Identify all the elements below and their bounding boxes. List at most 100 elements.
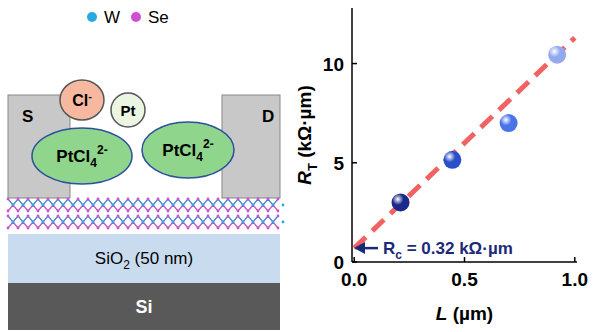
w-atom <box>182 204 185 207</box>
se-atom <box>187 210 190 213</box>
ion-label: Pt <box>121 102 136 119</box>
se-atom <box>107 227 110 230</box>
se-atom <box>137 210 140 213</box>
w-atom <box>282 204 285 207</box>
w-atom <box>52 221 55 224</box>
w-atom <box>202 221 205 224</box>
w-atom <box>102 204 105 207</box>
se-atom <box>257 227 260 230</box>
se-atom <box>267 210 270 213</box>
se-atom <box>47 210 50 213</box>
se-atom <box>207 227 210 230</box>
se-atom <box>187 198 190 201</box>
w-atom <box>232 204 235 207</box>
w-atom <box>152 204 155 207</box>
se-atom <box>237 198 240 201</box>
w-atom <box>92 204 95 207</box>
ion <box>32 128 132 184</box>
legend-dot <box>87 12 97 22</box>
se-atom <box>137 227 140 230</box>
se-atom <box>247 198 250 201</box>
x-tick-label: 0.5 <box>451 269 478 290</box>
text-sup: 2- <box>203 137 214 151</box>
ion-label: PtCl42- <box>162 137 213 164</box>
substrate-label: Si <box>135 297 152 317</box>
se-atom <box>167 210 170 213</box>
w-atom <box>122 204 125 207</box>
se-atom <box>117 210 120 213</box>
se-atom <box>227 215 230 218</box>
text-main: Cl <box>72 92 88 109</box>
annotation: Rc = 0.32 kΩ·µm <box>383 239 513 262</box>
se-atom <box>267 227 270 230</box>
se-atom <box>27 215 30 218</box>
se-atom <box>67 227 70 230</box>
se-atom <box>107 215 110 218</box>
se-atom <box>247 215 250 218</box>
w-atom <box>172 221 175 224</box>
text-main: SiO <box>95 249 123 268</box>
se-atom <box>17 215 20 218</box>
w-atom <box>22 204 25 207</box>
substrate <box>8 283 280 330</box>
w-atom <box>72 221 75 224</box>
se-atom <box>47 198 50 201</box>
ion-label: PtCl42- <box>56 143 107 170</box>
y-axis <box>351 8 353 262</box>
se-atom <box>97 227 100 230</box>
se-atom <box>187 227 190 230</box>
text-main: L <box>436 303 448 324</box>
se-atom <box>37 198 40 201</box>
se-atom <box>157 215 160 218</box>
se-atom <box>87 215 90 218</box>
x-axis-label: L (µm) <box>436 303 493 324</box>
se-atom <box>27 210 30 213</box>
se-atom <box>57 227 60 230</box>
y-tick <box>352 63 357 65</box>
se-atom <box>177 198 180 201</box>
se-atom <box>107 210 110 213</box>
w-atom <box>282 221 285 224</box>
w-atom <box>152 221 155 224</box>
legend-label: W <box>104 8 120 27</box>
se-atom <box>17 210 20 213</box>
w-atom <box>82 204 85 207</box>
se-atom <box>177 210 180 213</box>
w-atom <box>242 204 245 207</box>
se-atom <box>247 210 250 213</box>
w-atom <box>182 221 185 224</box>
w-atom <box>12 204 15 207</box>
ion-label: Cl- <box>72 90 92 109</box>
se-atom <box>77 198 80 201</box>
data-point <box>548 46 566 64</box>
se-atom <box>197 198 200 201</box>
w-atom <box>272 204 275 207</box>
w-atom <box>32 204 35 207</box>
se-atom <box>57 215 60 218</box>
se-atom <box>167 215 170 218</box>
se-atom <box>7 210 10 213</box>
se-atom <box>17 198 20 201</box>
w-atom <box>232 221 235 224</box>
w-atom <box>142 204 145 207</box>
se-atom <box>127 227 130 230</box>
se-atom <box>127 215 130 218</box>
se-atom <box>217 215 220 218</box>
se-atom <box>67 210 70 213</box>
se-atom <box>27 198 30 201</box>
se-atom <box>237 227 240 230</box>
w-atom <box>192 221 195 224</box>
ion <box>60 80 104 120</box>
text-main: R <box>294 171 315 185</box>
se-atom <box>7 227 10 230</box>
se-atom <box>137 198 140 201</box>
se-atom <box>267 198 270 201</box>
se-atom <box>47 227 50 230</box>
se-atom <box>277 227 280 230</box>
x-tick <box>574 257 576 262</box>
text-main: PtCl <box>162 141 196 160</box>
text-main: R <box>383 239 395 258</box>
se-atom <box>147 215 150 218</box>
w-atom <box>242 221 245 224</box>
text-main: PtCl <box>56 147 90 166</box>
